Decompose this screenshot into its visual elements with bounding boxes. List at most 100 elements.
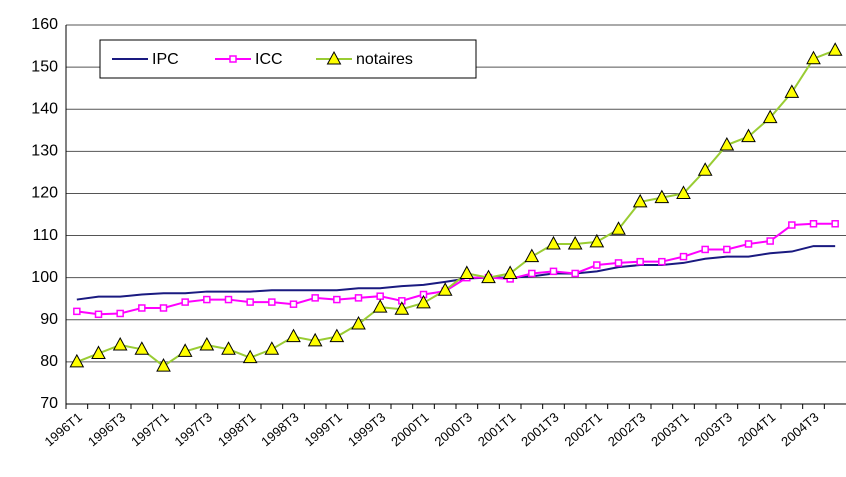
marker (289, 300, 298, 308)
marker (286, 328, 301, 343)
x-tick-label: 2002T3 (605, 409, 648, 449)
marker (246, 298, 254, 306)
y-tick-label: 90 (40, 311, 58, 328)
legend-label: ICC (255, 51, 283, 68)
marker (481, 269, 496, 284)
marker (676, 185, 691, 199)
marker (697, 162, 713, 176)
marker (69, 353, 85, 368)
marker (351, 315, 366, 330)
marker (593, 261, 601, 269)
marker (134, 341, 150, 355)
marker (159, 304, 168, 312)
marker (784, 84, 800, 98)
x-tick-label: 2004T1 (735, 409, 778, 449)
marker (437, 282, 453, 296)
x-tick-label: 2004T3 (778, 409, 821, 449)
marker (242, 349, 258, 364)
marker (719, 136, 735, 151)
marker (329, 328, 345, 343)
marker (354, 294, 363, 302)
x-tick-label: 1998T1 (215, 409, 258, 449)
series-line (76, 49, 836, 368)
y-tick-label: 70 (40, 395, 58, 412)
marker (827, 42, 843, 56)
marker (636, 257, 644, 266)
marker (502, 265, 518, 279)
x-tick-label: 1997T3 (172, 409, 215, 449)
marker (744, 240, 753, 248)
x-tick-label: 2000T3 (432, 409, 475, 449)
y-tick-label: 130 (31, 143, 58, 160)
marker (806, 50, 821, 65)
marker (203, 295, 211, 304)
marker (112, 336, 128, 351)
x-tick-label: 2003T3 (692, 409, 735, 449)
y-tick-label: 80 (40, 353, 58, 370)
y-tick-label: 100 (31, 269, 58, 286)
marker (307, 332, 323, 347)
marker (611, 221, 626, 235)
x-tick-label: 1996T3 (85, 409, 128, 449)
x-tick-label: 1996T1 (42, 409, 85, 449)
marker (264, 341, 280, 355)
x-tick-label: 2001T1 (475, 409, 518, 449)
marker (156, 358, 171, 372)
marker (333, 295, 341, 304)
marker (138, 304, 146, 312)
marker (91, 345, 106, 359)
y-tick-label: 160 (31, 16, 58, 33)
marker (224, 295, 233, 304)
marker (658, 257, 666, 266)
x-tick-label: 2003T1 (648, 409, 691, 449)
marker (762, 109, 778, 124)
marker (809, 220, 818, 228)
marker (199, 336, 215, 351)
marker (376, 292, 384, 300)
marker (372, 299, 388, 313)
legend-box (99, 39, 477, 79)
x-tick-label: 2002T1 (562, 409, 605, 449)
x-tick-label: 2000T1 (388, 409, 431, 449)
marker (831, 220, 839, 228)
marker (229, 55, 237, 63)
y-tick-label: 150 (31, 58, 58, 75)
marker (326, 50, 342, 65)
legend-label: notaires (356, 51, 413, 68)
y-tick-label: 140 (31, 100, 58, 117)
marker (94, 310, 103, 319)
marker (632, 193, 648, 208)
x-tick-label: 1999T1 (302, 409, 345, 449)
marker (546, 235, 561, 250)
marker (524, 248, 540, 263)
marker (741, 128, 756, 143)
y-tick-label: 120 (31, 185, 58, 202)
marker (116, 309, 124, 318)
legend-label: IPC (152, 51, 179, 68)
marker (654, 189, 670, 204)
marker (679, 252, 688, 261)
series-line (76, 222, 836, 316)
x-tick-label: 1997T1 (128, 409, 171, 449)
marker (788, 221, 796, 229)
marker (766, 237, 774, 245)
marker (571, 269, 579, 278)
legend: IPC ICC notaires (99, 39, 477, 79)
marker (268, 298, 276, 306)
marker (723, 245, 731, 254)
marker (416, 294, 431, 309)
marker (528, 269, 536, 278)
marker (394, 301, 410, 315)
marker (221, 341, 236, 355)
series-line (76, 245, 836, 301)
y-tick-label: 110 (32, 227, 58, 244)
marker (73, 307, 81, 316)
marker (181, 298, 189, 306)
marker (589, 233, 605, 248)
marker (549, 267, 558, 276)
marker (177, 343, 193, 357)
marker (459, 265, 475, 279)
marker (614, 259, 623, 267)
x-tick-label: 1998T3 (258, 409, 301, 449)
